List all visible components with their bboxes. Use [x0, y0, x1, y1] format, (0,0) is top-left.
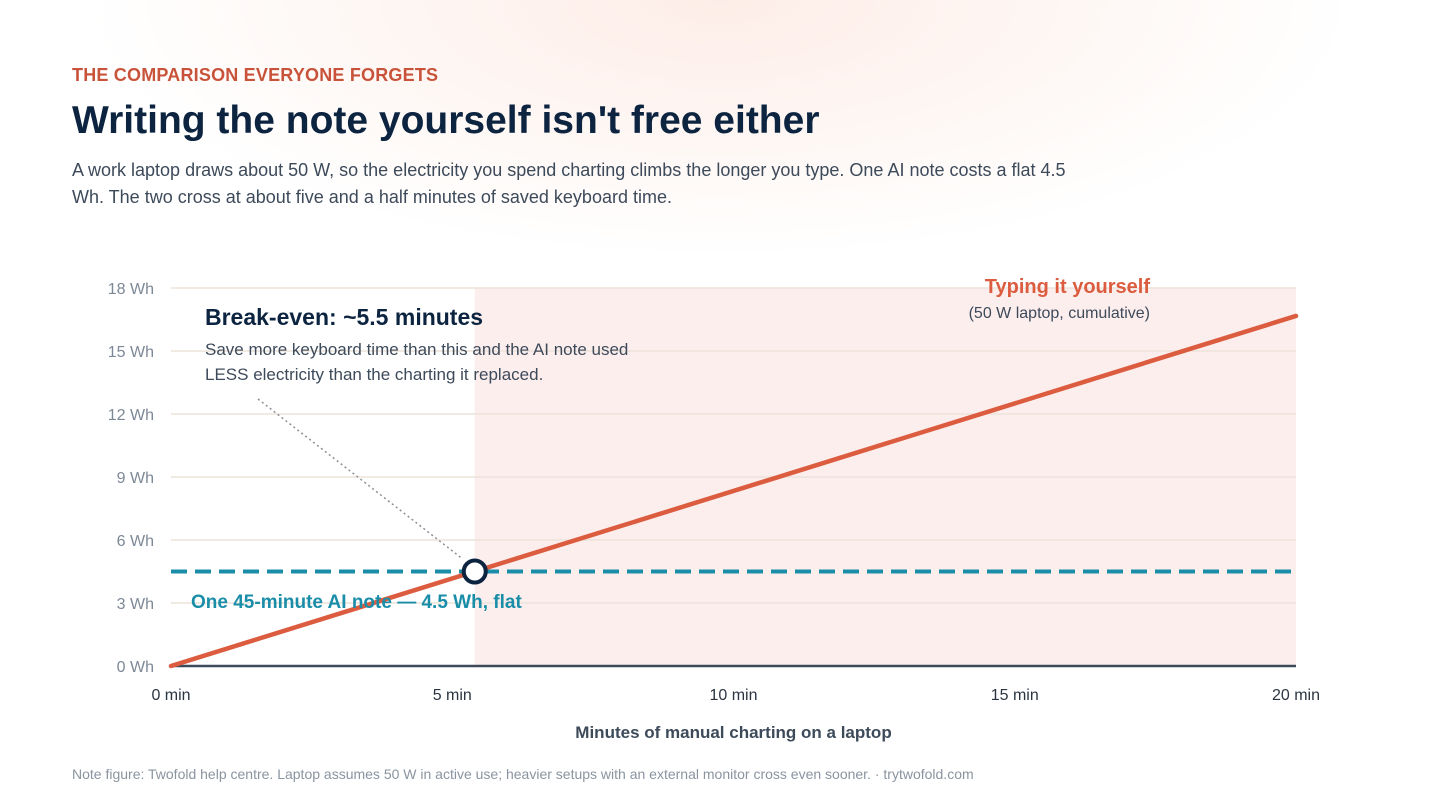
break-even-text: LESS electricity than the charting it re… [205, 365, 543, 384]
x-tick-label: 5 min [433, 687, 472, 704]
x-tick-label: 10 min [709, 687, 757, 704]
y-tick-label: 12 Wh [108, 407, 154, 424]
footnote: Note figure: Twofold help centre. Laptop… [72, 766, 974, 782]
y-tick-label: 15 Wh [108, 344, 154, 361]
break-even-title: Break-even: ~5.5 minutes [205, 304, 483, 330]
page-subtitle: A work laptop draws about 50 W, so the e… [72, 160, 1066, 207]
ai-note-series-label: One 45-minute AI note — 4.5 Wh, flat [191, 592, 522, 613]
y-tick-label: 9 Wh [117, 470, 154, 487]
y-tick-label: 6 Wh [117, 533, 154, 550]
typing-line [168, 313, 1299, 669]
break-even-marker [461, 558, 488, 585]
x-axis-title: Minutes of manual charting on a laptop [575, 723, 891, 742]
typing-series-sublabel: (50 W laptop, cumulative) [969, 305, 1150, 322]
break-even-text: Save more keyboard time than this and th… [205, 340, 628, 359]
break-even-leader-line [257, 398, 462, 559]
page-title: Writing the note yourself isn't free eit… [72, 99, 820, 142]
break-even-chart: 0 Wh 3 Wh 6 Wh 9 Wh 12 Wh 15 Wh 18 Wh 0 min 5 m… [108, 276, 1320, 742]
x-tick-label: 0 min [151, 687, 190, 704]
typing-series-label: Typing it yourself [985, 276, 1151, 298]
eyebrow-label: THE COMPARISON EVERYONE FORGETS [72, 65, 439, 85]
x-tick-label: 15 min [991, 687, 1039, 704]
y-tick-label: 0 Wh [117, 659, 154, 676]
y-tick-label: 18 Wh [108, 281, 154, 298]
y-tick-label: 3 Wh [117, 596, 154, 613]
x-tick-label: 20 min [1272, 687, 1320, 704]
